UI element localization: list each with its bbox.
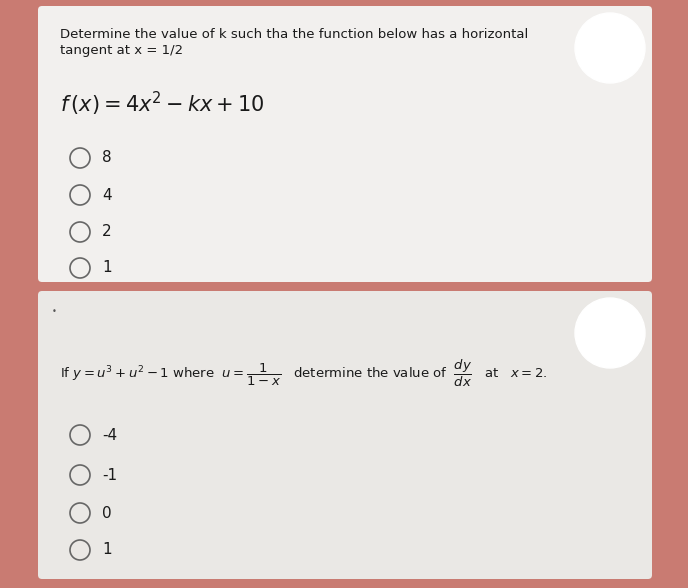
Circle shape <box>575 13 645 83</box>
Text: Determine the value of k such tha the function below has a horizontal: Determine the value of k such tha the fu… <box>60 28 528 41</box>
Text: -1: -1 <box>102 467 117 483</box>
FancyBboxPatch shape <box>38 6 652 282</box>
FancyBboxPatch shape <box>38 291 652 579</box>
Circle shape <box>575 298 645 368</box>
Text: 1: 1 <box>102 543 111 557</box>
Text: 2: 2 <box>102 225 111 239</box>
Text: •: • <box>52 307 57 316</box>
Text: -4: -4 <box>102 427 117 443</box>
Text: If $y = u^3 + u^2 - 1$ where  $u = \dfrac{1}{1-x}$   determine the value of  $\d: If $y = u^3 + u^2 - 1$ where $u = \dfrac… <box>60 358 548 389</box>
Text: 1: 1 <box>102 260 111 276</box>
Text: 0: 0 <box>102 506 111 520</box>
Text: 4: 4 <box>102 188 111 202</box>
Text: tangent at x = 1/2: tangent at x = 1/2 <box>60 44 183 57</box>
Text: 8: 8 <box>102 151 111 165</box>
Text: $f\,(x) = 4x^2 - kx + 10$: $f\,(x) = 4x^2 - kx + 10$ <box>60 90 264 118</box>
